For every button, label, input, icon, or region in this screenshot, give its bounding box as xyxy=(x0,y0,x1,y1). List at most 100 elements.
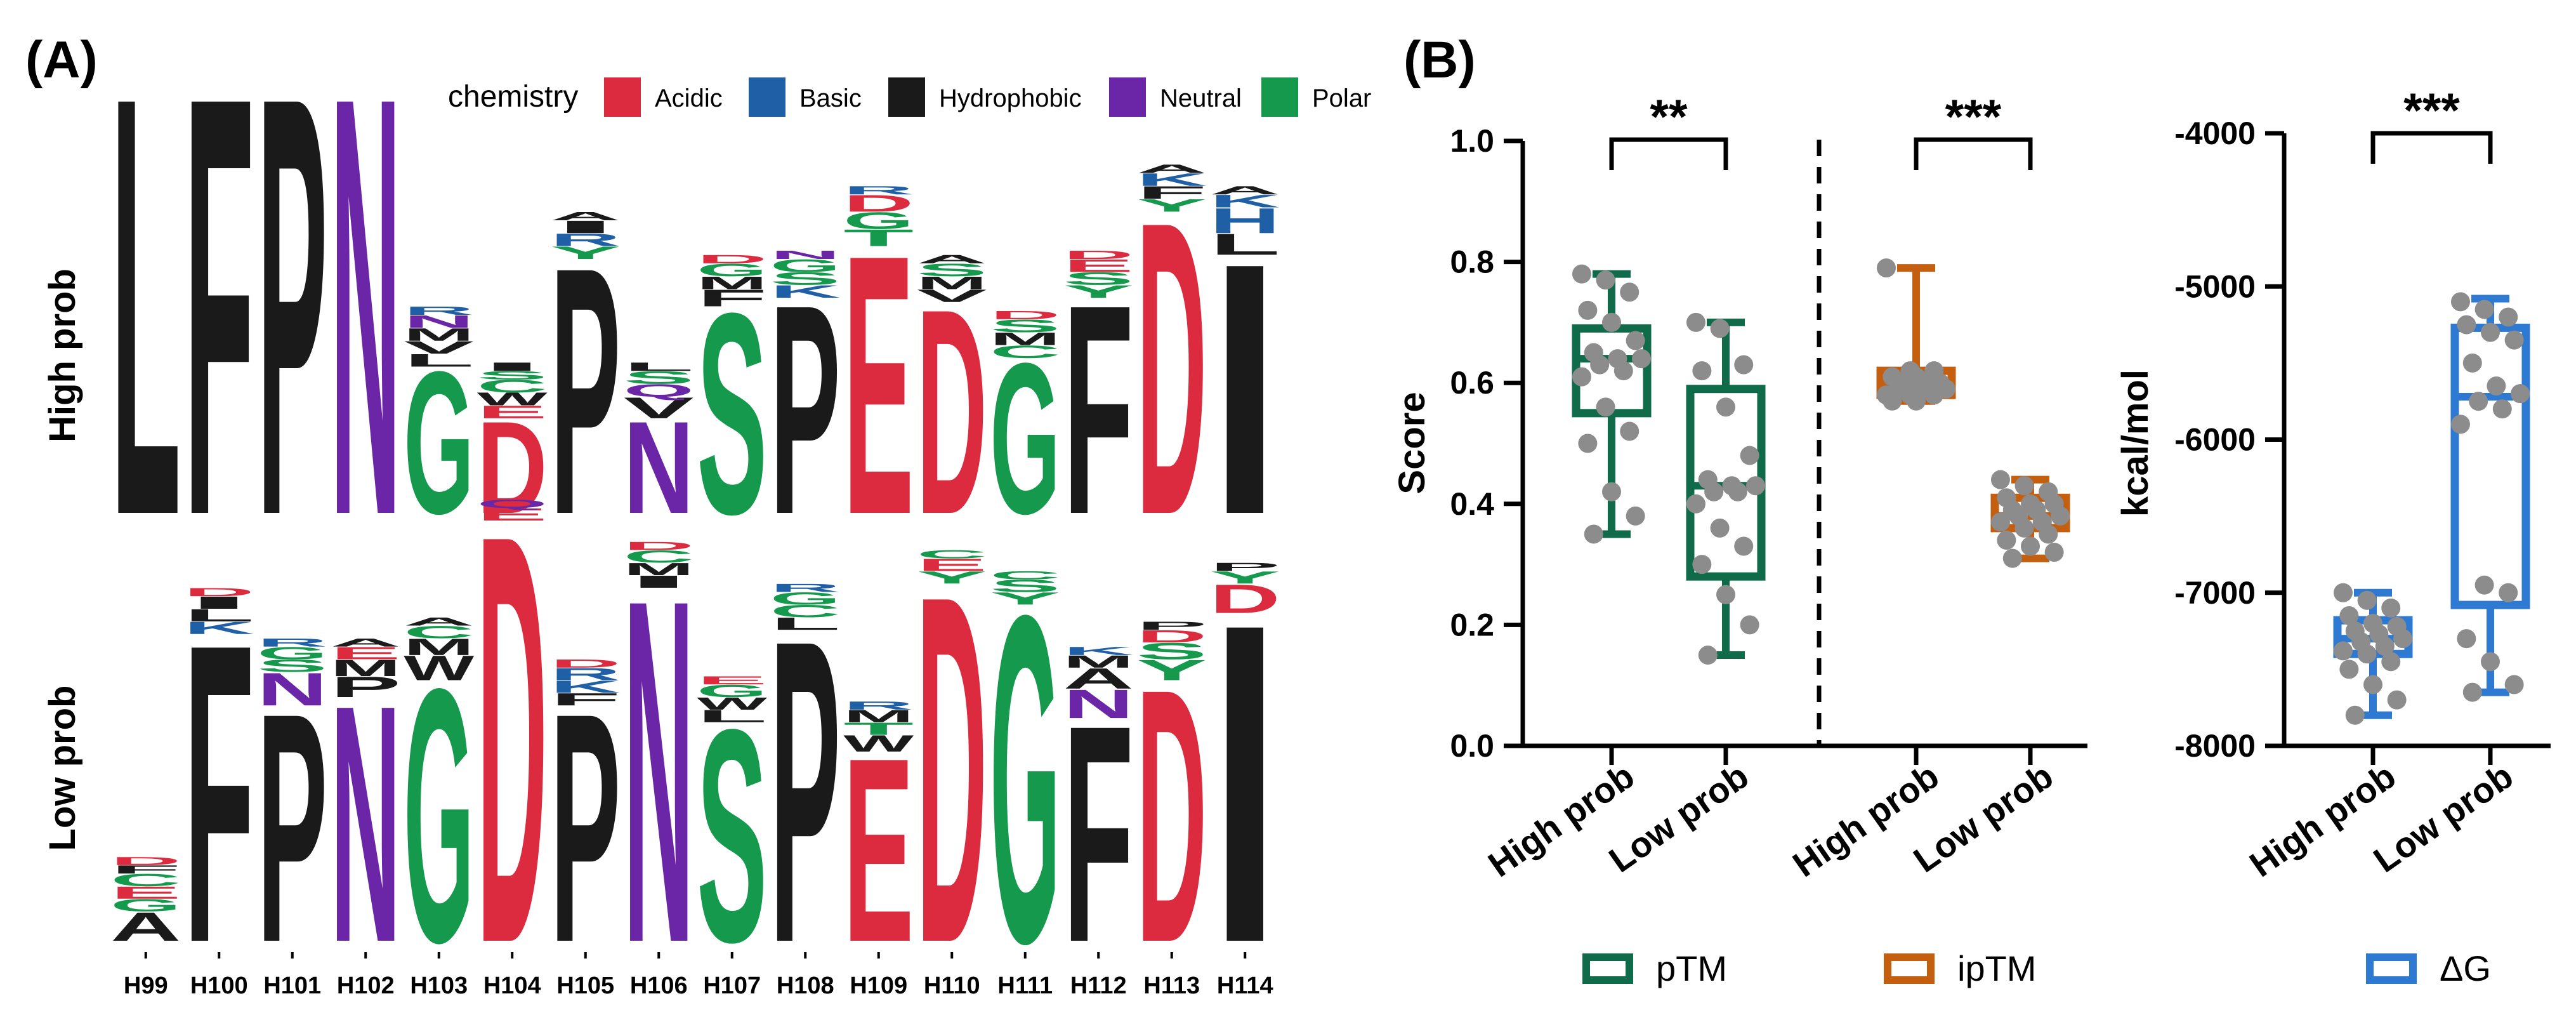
logo-letter-low-h112-3: M xyxy=(1063,652,1134,672)
score-box-ptm-low-point xyxy=(1692,361,1712,381)
score-box-ptm-low-point xyxy=(1746,476,1766,496)
dg-box-high-point xyxy=(2357,644,2377,664)
logo-letter-high-h110-3: S xyxy=(917,260,987,281)
logo-letter-low-h103-0: G xyxy=(404,613,474,1015)
logo-letter-high-h112-3: E xyxy=(1063,256,1134,276)
logo-letter-low-h106-0: N xyxy=(624,498,694,1015)
score-box-ptm-high-point xyxy=(1584,524,1603,544)
logo-letter-high-h103-0: G xyxy=(404,329,474,557)
chemistry-legend: chemistry Acidic Basic Hydrophobic Neutral P… xyxy=(448,77,1371,117)
dg-box-high-point xyxy=(2387,690,2407,710)
legend-swatch-dg xyxy=(2366,953,2417,984)
score-box-iptm-high-point xyxy=(1883,391,1902,411)
logo-letter-high-h107-1: F xyxy=(697,285,767,312)
score-box-iptm-low-point xyxy=(1997,530,2016,550)
logo-letter-high-h103-3: M xyxy=(404,324,474,345)
logo-letter-low-h102-4: A xyxy=(331,636,401,649)
logo-letter-low-h112-2: A xyxy=(1063,662,1134,695)
score-box-ptm-low-point xyxy=(1734,355,1754,375)
legend-label-neutral: Neutral xyxy=(1160,84,1242,112)
panel-label-a: (A) xyxy=(25,31,98,89)
score-box-ptm-high-point xyxy=(1602,312,1621,332)
logo-letter-low-h102-2: M xyxy=(331,655,401,681)
logo-letter-high-h114-2: H xyxy=(1210,201,1280,241)
sig-ptm-bracket xyxy=(1609,137,1728,170)
dg-box-low-point xyxy=(2492,399,2512,419)
logo-letter-high-h110-4: A xyxy=(917,253,987,266)
score-box-iptm-low-point xyxy=(2044,543,2064,562)
logo-letter-low-h108-4: R xyxy=(770,581,841,595)
logo-letter-low-h99-0: A xyxy=(110,903,181,949)
legend-label-dg: ΔG xyxy=(2440,948,2491,988)
dg-box-high-point xyxy=(2339,660,2359,679)
dg-box-high-point xyxy=(2357,590,2377,610)
logo-letter-high-h107-4: D xyxy=(697,253,767,266)
logo-letter-low-h106-4: D xyxy=(624,540,694,553)
score-ytick-label: 0.4 xyxy=(1450,486,1494,522)
logo-letter-high-h108-0: P xyxy=(770,243,841,576)
logo-letter-high-h114-0: I xyxy=(1210,188,1280,589)
score-ytick-label: 0.0 xyxy=(1450,728,1494,764)
logo-letter-low-h105-2: K xyxy=(550,677,621,697)
legend-label-basic: Basic xyxy=(799,84,862,112)
position-label-h105: H105 xyxy=(556,972,614,999)
position-label-h109: H109 xyxy=(850,972,907,999)
logo-letter-low-h107-0: S xyxy=(697,667,767,1005)
logo-letter-low-h105-1: F xyxy=(550,690,621,710)
position-label-h103: H103 xyxy=(410,972,468,999)
dg-box-high-point xyxy=(2393,629,2413,649)
logo-letter-low-h100-3: I xyxy=(184,593,254,613)
logo-letter-low-h113-4: P xyxy=(1136,620,1207,633)
score-box-ptm-high-point xyxy=(1626,506,1645,526)
dg-box-high-point xyxy=(2333,583,2353,602)
logo-letter-low-h99-4: F xyxy=(110,863,181,876)
score-box-ptm-high-point xyxy=(1632,349,1652,369)
metric-legend: pTM ipTM ΔG xyxy=(1582,948,2491,988)
dg-ytick-label: -7000 xyxy=(2174,575,2256,611)
logo-letter-low-h103-2: M xyxy=(404,634,474,660)
logo-letter-low-h109-0: E xyxy=(843,703,914,997)
score-box-ptm-high-point xyxy=(1620,282,1640,302)
logo-letter-low-h111-3: C xyxy=(990,569,1060,582)
logo-letter-high-h112-1: Y xyxy=(1063,282,1134,302)
position-label-h107: H107 xyxy=(703,972,761,999)
score-ytick-label: 0.2 xyxy=(1450,607,1494,642)
sig-dg-bracket xyxy=(2370,131,2493,164)
logo-letter-low-h101-2: S xyxy=(257,656,327,676)
score-box-ptm-low-point xyxy=(1734,536,1754,556)
dg-box-low-point xyxy=(2457,315,2476,335)
logo-letter-high-h114-3: K xyxy=(1210,191,1280,211)
legend-label-hydrophobic: Hydrophobic xyxy=(939,84,1082,112)
score-box-ptm-high-point xyxy=(1596,270,1615,290)
score-box-ptm-low-point xyxy=(1716,397,1735,417)
score-box-ptm-low-point xyxy=(1716,585,1735,604)
logo-letter-high-h100-0: F xyxy=(184,0,254,640)
score-box-iptm-low-point xyxy=(1990,470,2010,489)
logo-letter-low-h108-1: L xyxy=(770,614,841,634)
logo-letter-high-h107-0: S xyxy=(697,253,767,574)
score-box-ptm-low-point xyxy=(1740,446,1759,465)
logo-letter-high-h106-2: Q xyxy=(624,381,694,401)
dg-box-low-point xyxy=(2450,415,2470,434)
score-box-iptm-low-point xyxy=(2039,524,2058,544)
logo-letter-high-h110-0: D xyxy=(917,249,987,576)
logo-letter-low-h109-4: R xyxy=(843,699,914,712)
score-box-ptm-high-point xyxy=(1578,300,1598,320)
dg-ytick-label: -8000 xyxy=(2174,728,2256,764)
position-label-h113: H113 xyxy=(1143,972,1200,999)
logo-letter-low-h105-4: D xyxy=(550,657,621,670)
dg-box-low-point xyxy=(2462,353,2482,373)
legend-swatch-acidic xyxy=(604,77,641,117)
score-box-ptm-low-point xyxy=(1710,518,1730,538)
logo-letter-low-h105-3: R xyxy=(550,665,621,684)
position-label-h112: H112 xyxy=(1070,972,1127,999)
score-box-ptm-high-point xyxy=(1578,434,1598,453)
logo-letter-low-h113-3: D xyxy=(1136,627,1207,646)
logo-letter-low-h107-3: G xyxy=(697,681,767,701)
logo-letter-low-h100-4: D xyxy=(184,586,254,599)
row-label-high: High prob xyxy=(42,269,83,442)
logo-letter-high-h110-1: V xyxy=(917,286,987,306)
